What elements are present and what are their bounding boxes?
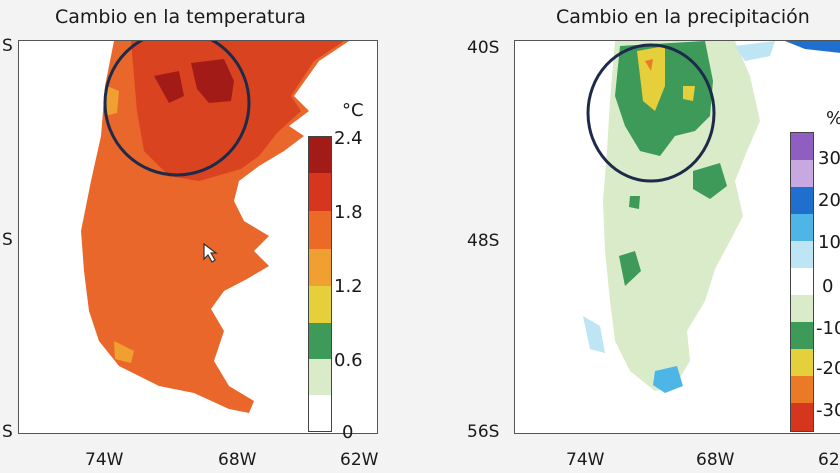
precipitation-colorbar-label: 30 xyxy=(818,148,840,169)
cbar-swatch xyxy=(309,323,331,359)
precipitation-colorbar-label: 0 xyxy=(822,276,834,297)
drying-orange-spot xyxy=(645,59,653,71)
cbar-swatch xyxy=(791,295,813,322)
precipitation-map xyxy=(514,40,840,434)
cbar-swatch xyxy=(791,187,813,214)
highlight-circle-north xyxy=(103,41,251,177)
temperature-colorbar-label: 1.2 xyxy=(334,276,363,297)
coastal-yellow-patch xyxy=(105,86,119,116)
precipitation-panel-title: Cambio en la precipitación xyxy=(556,6,810,28)
coastal-yellow-patch-south xyxy=(114,341,134,363)
right-y-tick-56s: 56S xyxy=(467,422,500,442)
wetting-spot-south xyxy=(653,366,683,393)
cbar-swatch xyxy=(791,403,813,431)
cbar-swatch xyxy=(791,160,813,187)
precipitation-colorbar-label: 20 xyxy=(818,190,840,211)
cbar-swatch xyxy=(791,349,813,376)
precipitation-map-svg xyxy=(583,41,840,393)
left-x-tick: 62W xyxy=(340,450,379,470)
drying-yellow-core xyxy=(637,46,665,111)
drying-patch xyxy=(629,196,640,209)
cbar-swatch xyxy=(791,214,813,241)
drying-patch xyxy=(619,251,641,286)
left-x-tick: 68W xyxy=(218,450,257,470)
right-x-tick: 74W xyxy=(566,450,605,470)
warming-hottest-zone xyxy=(191,59,234,103)
cbar-swatch xyxy=(309,137,331,173)
precipitation-colorbar-label: -30 xyxy=(816,400,840,421)
warming-hot-zone xyxy=(131,41,344,181)
left-y-tick-south: S xyxy=(2,422,13,442)
cbar-swatch xyxy=(309,395,331,429)
temperature-panel-title: Cambio en la temperatura xyxy=(55,6,306,28)
right-x-tick: 62 xyxy=(818,450,840,470)
highlight-circle-north xyxy=(586,43,716,183)
right-x-tick: 68W xyxy=(696,450,735,470)
cbar-swatch xyxy=(309,249,331,286)
right-y-tick-40s: 40S xyxy=(467,38,500,58)
precipitation-colorbar-label: -20 xyxy=(816,358,840,379)
precipitation-colorbar-label: 10 xyxy=(818,232,840,253)
temperature-colorbar xyxy=(308,136,332,432)
temperature-colorbar-label: 0 xyxy=(342,422,354,443)
warming-hottest-zone-north xyxy=(154,71,184,103)
temperature-colorbar-label: 0.6 xyxy=(334,350,363,371)
drying-yellow-spot-east xyxy=(683,86,695,101)
cbar-swatch xyxy=(309,286,331,323)
temperature-colorbar-unit: °C xyxy=(342,100,364,121)
cbar-swatch xyxy=(791,133,813,160)
wetting-spot-west xyxy=(583,316,605,353)
right-y-tick-48s: 48S xyxy=(467,231,500,251)
temperature-colorbar-label: 2.4 xyxy=(334,128,363,149)
wetting-spot-northeast xyxy=(735,41,775,61)
cbar-swatch xyxy=(309,211,331,249)
temperature-colorbar-label: 1.8 xyxy=(334,202,363,223)
wetting-spot-northeast-2 xyxy=(785,41,840,53)
cbar-swatch xyxy=(309,359,331,395)
cbar-swatch xyxy=(309,173,331,211)
precipitation-colorbar-label: -10 xyxy=(816,318,840,339)
left-x-tick: 74W xyxy=(85,450,124,470)
precipitation-colorbar-unit: % xyxy=(826,108,840,129)
mouse-cursor-icon xyxy=(203,242,218,263)
drying-patch xyxy=(693,163,727,199)
left-y-tick-middle: S xyxy=(2,230,13,250)
precipitation-colorbar xyxy=(790,132,814,432)
cbar-swatch xyxy=(791,241,813,268)
temperature-map-svg xyxy=(81,41,349,413)
left-y-tick-north: S xyxy=(2,36,13,56)
cbar-swatch xyxy=(791,376,813,403)
cbar-swatch xyxy=(791,268,813,295)
cbar-swatch xyxy=(791,322,813,349)
